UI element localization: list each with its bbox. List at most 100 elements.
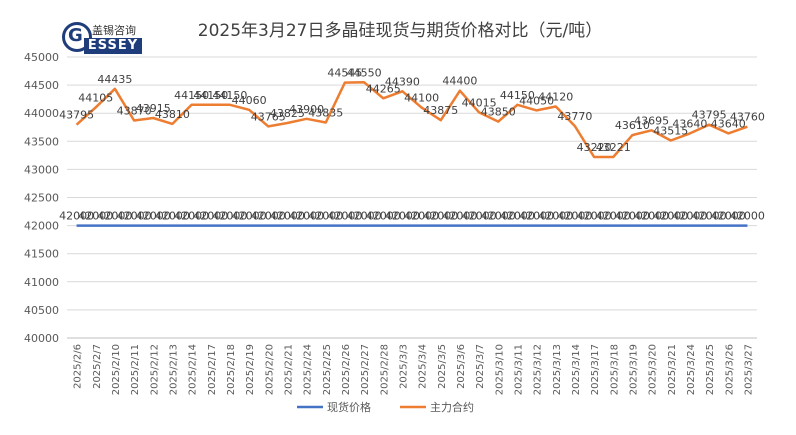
data-label: 42000 — [557, 210, 592, 223]
data-label: 42000 — [481, 210, 516, 223]
data-label: 42000 — [59, 210, 94, 223]
data-label: 43765 — [251, 110, 286, 123]
data-label: 42000 — [692, 210, 727, 223]
x-tick-label: 2025/3/10 — [494, 344, 505, 395]
data-label: 43915 — [136, 102, 171, 115]
x-tick-label: 2025/2/17 — [207, 344, 218, 395]
x-tick-label: 2025/3/24 — [686, 344, 697, 395]
data-label: 42000 — [423, 210, 458, 223]
data-label: 42000 — [596, 210, 631, 223]
x-tick-label: 2025/2/7 — [92, 344, 103, 389]
x-tick-label: 2025/2/19 — [245, 344, 256, 395]
data-label: 42000 — [251, 210, 286, 223]
data-label: 43795 — [692, 109, 727, 122]
data-label: 42000 — [615, 210, 650, 223]
y-tick-label: 41000 — [24, 276, 59, 289]
data-label: 43515 — [653, 124, 688, 137]
data-label: 43770 — [557, 110, 592, 123]
x-tick-label: 2025/2/6 — [73, 344, 84, 389]
series-line-1 — [75, 81, 748, 159]
legend: 现货价格 主力合约 — [297, 400, 474, 414]
x-tick-label: 2025/2/13 — [168, 344, 179, 395]
data-label: 42000 — [442, 210, 477, 223]
data-label: 43850 — [481, 106, 516, 119]
data-label: 44150 — [193, 89, 228, 102]
data-label: 42000 — [289, 210, 324, 223]
x-tick-label: 2025/3/12 — [533, 344, 544, 395]
data-label: 43610 — [615, 119, 650, 132]
data-label: 43900 — [289, 103, 324, 116]
y-tick-label: 42500 — [24, 192, 59, 205]
data-label: 42000 — [78, 210, 113, 223]
x-tick-label: 2025/3/4 — [418, 344, 429, 389]
y-tick-label: 44500 — [24, 79, 59, 92]
data-label: 43875 — [423, 104, 458, 117]
legend-label: 主力合约 — [430, 400, 474, 414]
x-tick-label: 2025/3/11 — [513, 344, 524, 395]
x-tick-label: 2025/2/21 — [283, 344, 294, 395]
data-label: 43795 — [59, 109, 94, 122]
x-tick-label: 2025/3/18 — [609, 344, 620, 395]
data-label: 42000 — [136, 210, 171, 223]
data-label: 44120 — [538, 90, 573, 103]
x-tick-label: 2025/3/6 — [456, 344, 467, 389]
y-tick-label: 40500 — [24, 304, 59, 317]
data-label: 44545 — [327, 67, 362, 80]
data-label: 42000 — [117, 210, 152, 223]
x-tick-label: 2025/3/20 — [648, 344, 659, 395]
data-label: 42000 — [308, 210, 343, 223]
chart-title: 2025年3月27日多晶硅现货与期货价格对比（元/吨） — [198, 21, 602, 41]
y-tick-label: 45000 — [24, 51, 59, 64]
data-label: 43640 — [711, 117, 746, 130]
data-label: 42000 — [97, 210, 132, 223]
x-tick-label: 2025/3/7 — [475, 344, 486, 389]
data-label: 42000 — [462, 210, 497, 223]
data-label: 44150 — [212, 89, 247, 102]
logo-chinese-text: 盖锡咨询 — [92, 24, 136, 37]
x-tick-label: 2025/3/25 — [705, 344, 716, 395]
data-label: 43760 — [730, 111, 765, 124]
y-tick-label: 40000 — [24, 332, 59, 345]
x-tick-label: 2025/2/11 — [130, 344, 141, 395]
x-tick-label: 2025/3/3 — [398, 344, 409, 389]
x-tick-label: 2025/3/26 — [724, 344, 735, 395]
data-label: 44050 — [519, 94, 554, 107]
x-tick-label: 2025/2/14 — [188, 344, 199, 395]
x-tick-label: 2025/3/5 — [437, 344, 448, 389]
data-label: 42000 — [270, 210, 305, 223]
x-axis-ticks: 2025/2/6 2025/2/7 2025/2/10 2025/2/11 2025/2… — [73, 344, 755, 395]
x-tick-label: 2025/3/17 — [590, 344, 601, 395]
data-label: 43835 — [308, 106, 343, 119]
data-label: 42000 — [653, 210, 688, 223]
data-label: 43221 — [596, 141, 631, 154]
data-label: 42000 — [730, 210, 765, 223]
x-tick-label: 2025/2/24 — [303, 344, 314, 395]
data-label: 43825 — [270, 107, 305, 120]
data-label: 43220 — [577, 141, 612, 154]
y-tick-label: 44000 — [24, 107, 59, 120]
x-tick-label: 2025/3/14 — [571, 344, 582, 395]
logo-letter: G — [68, 25, 83, 46]
legend-label: 现货价格 — [327, 400, 371, 414]
data-label: 42000 — [193, 210, 228, 223]
data-label: 42000 — [366, 210, 401, 223]
data-label: 44435 — [97, 73, 132, 86]
x-tick-label: 2025/2/18 — [226, 344, 237, 395]
data-label: 42000 — [155, 210, 190, 223]
series-group — [75, 81, 748, 227]
x-tick-label: 2025/2/25 — [322, 344, 333, 395]
data-label: 42000 — [347, 210, 382, 223]
x-tick-label: 2025/2/27 — [360, 344, 371, 395]
data-label: 44150 — [500, 89, 535, 102]
data-labels: 4200042000420004200042000420004200042000… — [59, 66, 765, 222]
logo-ring — [62, 22, 92, 52]
data-label: 43695 — [634, 114, 669, 127]
data-label: 43810 — [155, 108, 190, 121]
data-label: 42000 — [538, 210, 573, 223]
y-tick-label: 43000 — [24, 163, 59, 176]
gessey-logo: G 盖锡咨询 ESSEY — [62, 22, 142, 56]
logo-english-text: ESSEY — [84, 38, 142, 54]
data-label: 44105 — [78, 91, 113, 104]
